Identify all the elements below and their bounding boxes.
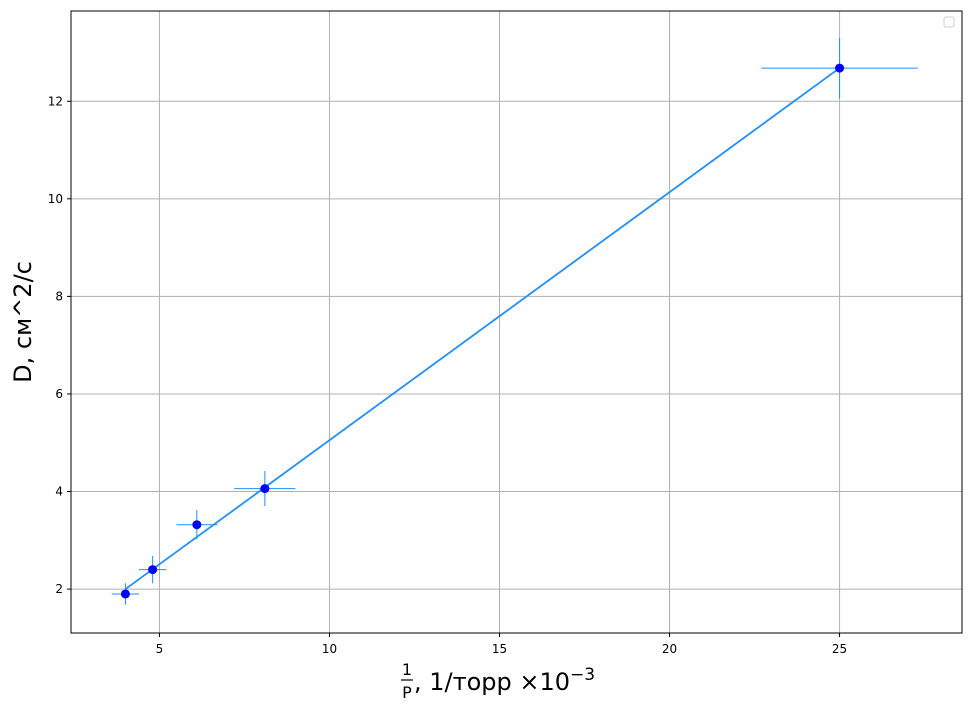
error-bars (111, 37, 918, 605)
y-tick-label: 2 (55, 582, 63, 596)
y-tick-label: 6 (55, 387, 63, 401)
plot-frame (70, 10, 963, 634)
y-axis-label: D, см^2/с (9, 261, 37, 383)
data-point (192, 520, 202, 530)
legend (943, 16, 955, 28)
x-label-frac-num: 1 (402, 660, 412, 679)
fit-line (124, 67, 841, 590)
x-label-frac-den: P (402, 683, 412, 702)
y-tick-label: 12 (48, 94, 63, 108)
fit-line-group (124, 67, 841, 590)
x-tick-label: 10 (322, 642, 337, 656)
y-tick-label: 4 (55, 485, 63, 499)
data-point (120, 589, 130, 599)
x-tick-label: 15 (492, 642, 507, 656)
x-label-text: , 1/торр ×10−3 (414, 665, 595, 696)
data-point (260, 484, 270, 494)
y-tick-label: 8 (55, 289, 63, 303)
data-point (835, 63, 845, 73)
x-label-exponent: −3 (570, 665, 595, 685)
legend-box (943, 16, 955, 28)
x-tick-label: 20 (662, 642, 677, 656)
x-tick-label: 5 (156, 642, 164, 656)
x-axis-label: 1 P , 1/торр ×10−3 (401, 660, 595, 702)
x-tick-label: 25 (832, 642, 847, 656)
data-points (120, 63, 845, 599)
data-point (148, 565, 158, 575)
y-tick-label: 10 (48, 192, 63, 206)
ticks: 5 10 15 20 25 2 4 6 8 10 12 (48, 94, 847, 656)
grid (71, 11, 962, 633)
